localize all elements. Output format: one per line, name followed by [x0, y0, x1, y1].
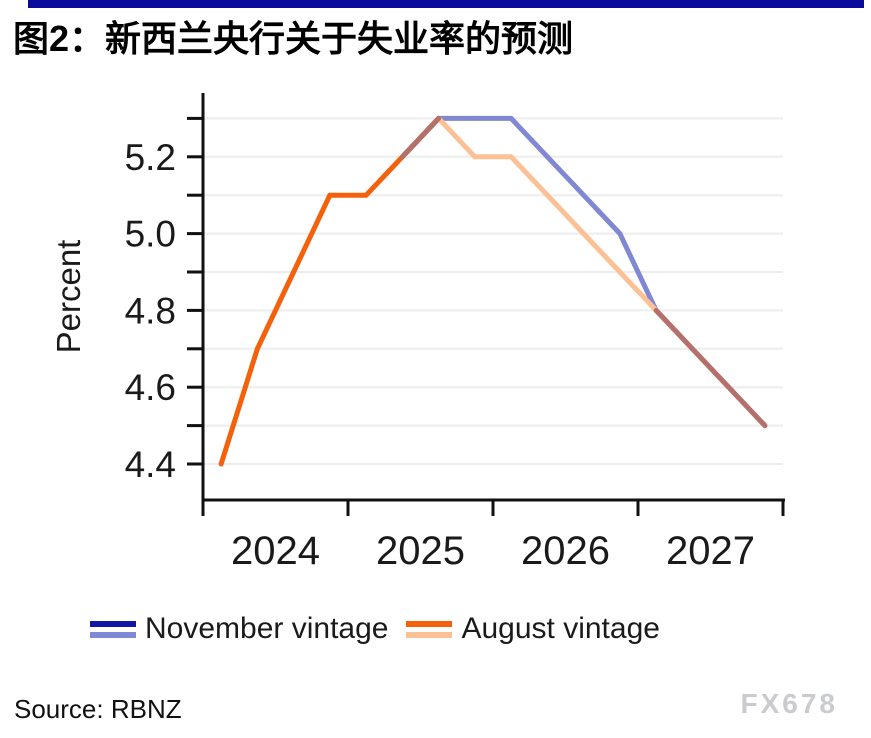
y-tick-label: 5.2: [125, 137, 176, 178]
legend-item-august: August vintage: [406, 612, 660, 646]
chart-legend: November vintage August vintage: [90, 612, 660, 646]
series-segment-november: [617, 231, 659, 313]
series-segment-august: [617, 269, 659, 313]
source-text: Source: RBNZ: [14, 694, 182, 724]
series-segment-august: [436, 115, 478, 160]
november-dark-bar: [90, 620, 136, 627]
y-tick-label: 4.4: [125, 444, 176, 485]
series-segment-august: [363, 154, 405, 198]
x-year-label: 2025: [376, 529, 465, 573]
series-segment-november: [581, 192, 623, 237]
overlap-segment: [653, 307, 695, 352]
y-tick-label: 4.8: [125, 290, 176, 331]
august-dark-bar: [406, 620, 453, 627]
x-year-label: 2027: [666, 529, 755, 573]
legend-label-august: August vintage: [461, 612, 660, 645]
series-segment-august: [508, 154, 550, 198]
august-light-bar: [406, 631, 453, 638]
series-segment-august: [544, 192, 587, 237]
series-segment-august: [254, 269, 297, 352]
november-swatch-icon: [90, 620, 136, 638]
top-rule: [28, 0, 864, 8]
series-segment-november: [544, 154, 587, 198]
series-segment-august: [291, 192, 333, 275]
legend-item-november: November vintage: [90, 612, 388, 646]
legend-label-november: November vintage: [145, 612, 389, 645]
overlap-segment: [726, 384, 768, 429]
y-axis-title: Percent: [50, 240, 87, 354]
y-tick-label: 4.6: [125, 367, 176, 408]
x-year-label: 2026: [521, 529, 610, 573]
series-segment-august: [581, 231, 623, 275]
y-tick-label: 5.0: [125, 214, 176, 255]
watermark: FX678: [740, 688, 838, 719]
august-swatch-icon: [406, 620, 453, 638]
figure-title: 图2：新西兰央行关于失业率的预测: [13, 18, 574, 59]
november-light-bar: [90, 631, 136, 638]
x-year-label: 2024: [231, 529, 320, 573]
series-segment-august: [218, 346, 260, 467]
series-segment-november: [508, 115, 550, 160]
overlap-segment: [689, 346, 732, 390]
overlap-segment: [399, 115, 442, 160]
